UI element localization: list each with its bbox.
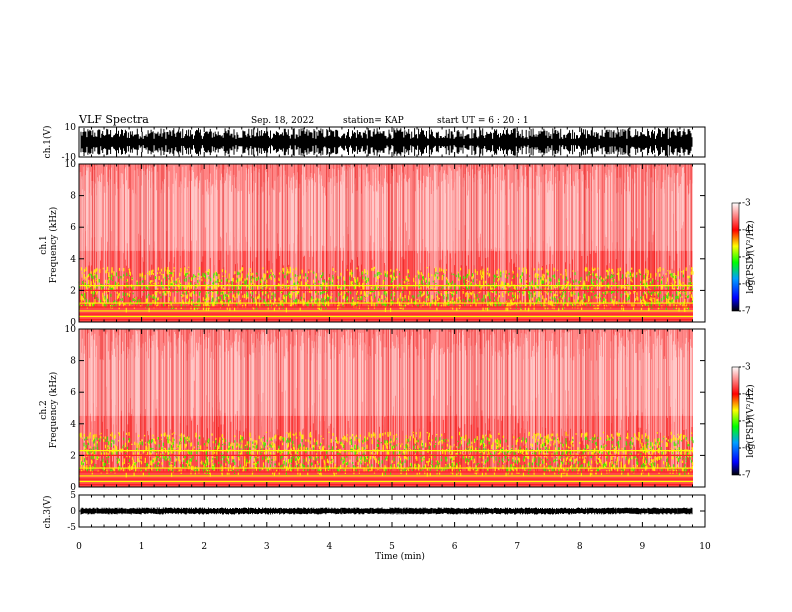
ch1-waveform-ylabel: ch.1(V) (42, 126, 53, 159)
ch2-colorbar: -3 -4 -5 -6 -7 log(PSD)(V²/Hz) (731, 363, 756, 481)
ch1-spectrogram-ytick-label: 10 (65, 160, 77, 170)
ch1-colorbar-gradient (731, 202, 740, 312)
ch1-spectrogram-sferic-streaks (79, 164, 692, 307)
ch3-waveform-ytick-label: -5 (67, 523, 76, 533)
ch2-spectrogram-ytick-label: 4 (70, 420, 76, 430)
ch2-colorbar-tick-label: -5 (742, 417, 751, 427)
ch1-waveform-ytick-label: 10 (65, 123, 77, 133)
time-tick-label: 0 (76, 542, 82, 552)
ch2-spectrogram-green-band (79, 436, 694, 475)
ch1-waveform-panel: 10 -10 (62, 123, 706, 163)
ch2-colorbar-tick-label: -4 (742, 390, 751, 400)
ch2-colorbar-tick-label: -3 (742, 363, 751, 373)
time-axis-label: Time (min) (375, 551, 425, 562)
ch2-colorbar-gradient (731, 366, 740, 476)
ch2-spectrogram-ytick-label: 2 (70, 451, 76, 461)
ch2-colorbar-tick-label: -7 (742, 471, 751, 481)
ch2-spectrogram-ylabel: ch.2Frequency (kHz) (39, 372, 59, 449)
ch1-spectrogram-ytick-label: 0 (70, 318, 76, 328)
figure-title: VLF Spectra (78, 113, 149, 126)
station-label: station= KAP (343, 116, 404, 126)
ch1-colorbar-tick-label: -6 (742, 280, 751, 290)
time-tick-label: 1 (139, 542, 145, 552)
ch1-spectrogram-ytick-label: 6 (70, 223, 76, 233)
ch3-waveform-ytick-label: 0 (70, 507, 76, 517)
ch2-spectrogram-ytick-label: 0 (70, 483, 76, 493)
start-time-label: start UT = 6 : 20 : 1 (437, 116, 529, 126)
ch2-colorbar-label: log(PSD)(V²/Hz) (745, 384, 756, 457)
ch2-colorbar-tick-label: -6 (742, 444, 751, 454)
ch1-spectrogram-ytick-label: 4 (70, 255, 76, 265)
ch1-colorbar-tick-label: -3 (742, 199, 751, 209)
ch1-waveform-ytick-label: -10 (62, 153, 77, 163)
ch1-colorbar-tick-label: -4 (742, 226, 751, 236)
date-label: Sep. 18, 2022 (251, 116, 314, 126)
ch1-spectrogram-ytick-label: 2 (70, 286, 76, 296)
ch2-spectrogram-sferic-streaks (82, 329, 690, 472)
ch2-spectrogram-ytick-label: 8 (70, 357, 76, 367)
ch1-spectrogram-ytick-label: 8 (70, 192, 76, 202)
time-tick-label: 5 (389, 542, 395, 552)
ch3-waveform-ytick-label: 5 (70, 491, 76, 501)
ch2-spectrogram-panel: 10 8 6 4 2 0 (65, 325, 706, 493)
ch1-waveform-trace (80, 128, 693, 156)
time-axis: 0 1 2 3 4 5 6 7 8 9 10 (76, 542, 711, 552)
ch3-waveform-panel: 5 0 -5 (67, 491, 706, 533)
time-tick-label: 8 (577, 542, 583, 552)
ch2-spectrogram-ytick-label: 10 (65, 325, 77, 335)
time-tick-label: 2 (201, 542, 207, 552)
ch1-colorbar-label: log(PSD)(V²/Hz) (745, 220, 756, 293)
time-tick-label: 3 (264, 542, 270, 552)
time-tick-label: 7 (514, 542, 520, 552)
ch2-spectrogram-ytick-label: 6 (70, 388, 76, 398)
ch1-colorbar-tick-label: -5 (742, 253, 751, 263)
ch1-colorbar-tick-label: -7 (742, 307, 751, 317)
ch1-spectrogram-green-band (78, 271, 693, 310)
time-tick-label: 9 (640, 542, 646, 552)
ch1-spectrogram-panel: 10 8 6 4 2 0 (65, 160, 706, 328)
time-tick-label: 6 (452, 542, 458, 552)
ch3-waveform-trace (80, 507, 693, 515)
ch1-spectrogram-ylabel: ch.1Frequency (kHz) (39, 207, 59, 284)
time-tick-label: 10 (699, 542, 711, 552)
time-tick-label: 4 (327, 542, 333, 552)
ch1-colorbar: -3 -4 -5 -6 -7 log(PSD)(V²/Hz) (731, 199, 756, 317)
ch3-waveform-ylabel: ch.3(V) (42, 496, 53, 529)
